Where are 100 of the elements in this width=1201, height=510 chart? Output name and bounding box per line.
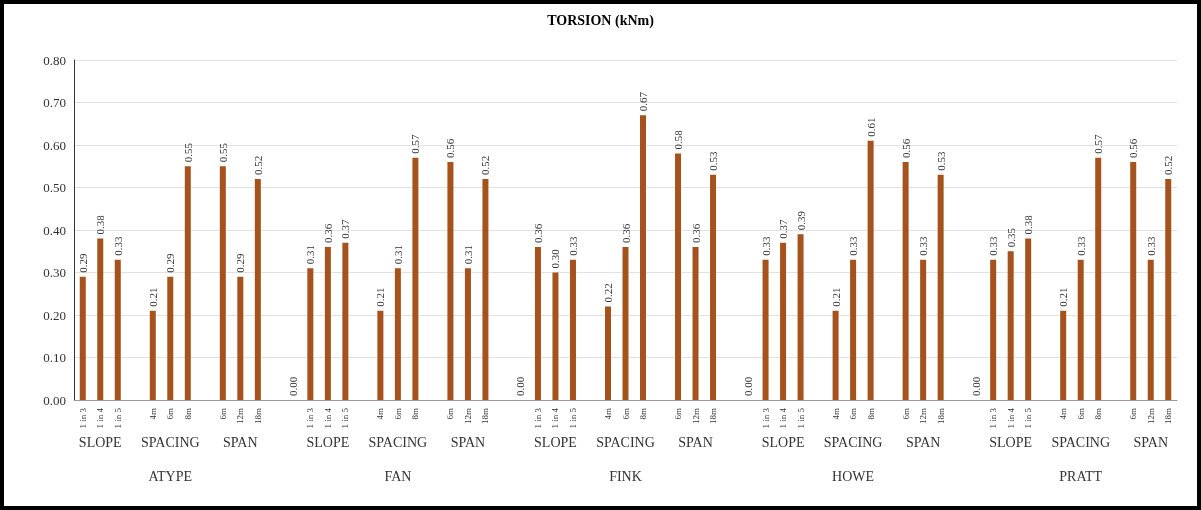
bar xyxy=(622,247,629,400)
data-label: 0.57 xyxy=(1092,134,1105,154)
x-tick-label: 12m xyxy=(918,408,929,425)
x-tick-label: 8m xyxy=(865,408,876,420)
x-tick-label: 18m xyxy=(1163,408,1174,425)
bar xyxy=(464,268,471,400)
data-label: 0.29 xyxy=(76,253,89,273)
text: SPACING xyxy=(596,434,655,450)
x-tick-label: 6m xyxy=(900,408,911,420)
x-tick-label: 1 in 3 xyxy=(532,407,543,429)
text: FAN xyxy=(384,468,412,484)
bar xyxy=(710,174,717,400)
y-tick-label: 0.60 xyxy=(43,137,66,153)
bar xyxy=(797,234,804,400)
y-tick-label: 0.30 xyxy=(43,265,66,280)
x-tick-label: 8m xyxy=(410,408,421,420)
bar xyxy=(219,166,226,400)
x-tick-label: 4m xyxy=(830,408,841,420)
x-tick-label: 12m xyxy=(1145,408,1156,425)
x-tick-label: 1 in 3 xyxy=(760,407,771,429)
data-label: 0.33 xyxy=(1074,236,1087,256)
data-label: 0.53 xyxy=(707,151,720,171)
data-label: 0.00 xyxy=(969,376,982,396)
x-tick-label: 18m xyxy=(708,408,719,425)
x-tick-label: 12m xyxy=(235,408,246,425)
bar xyxy=(692,247,699,400)
bar xyxy=(412,157,419,400)
data-label: 0.56 xyxy=(899,138,912,158)
x-tick-label: 1 in 4 xyxy=(1005,407,1016,429)
data-label: 0.52 xyxy=(1162,155,1175,175)
bar xyxy=(640,115,647,400)
x-tick-label: 1 in 5 xyxy=(567,407,578,429)
data-label: 0.21 xyxy=(146,287,159,307)
x-tick-label: 1 in 5 xyxy=(112,407,123,429)
data-label: 0.22 xyxy=(601,283,614,303)
bar xyxy=(342,242,349,400)
text: SPAN xyxy=(1133,434,1168,450)
y-tick-label: 0.10 xyxy=(43,350,66,365)
text: SLOPE xyxy=(78,434,122,450)
text: HOWE xyxy=(832,468,875,484)
data-label: 0.21 xyxy=(1057,287,1070,307)
data-label: 0.30 xyxy=(549,248,562,269)
y-tick-label: 0.00 xyxy=(43,392,66,408)
data-label: 0.39 xyxy=(794,210,807,231)
text: SPAN xyxy=(905,434,941,450)
bar xyxy=(534,247,541,400)
bar xyxy=(902,162,909,400)
y-tick-label: 0.20 xyxy=(43,307,66,323)
bar xyxy=(920,259,927,400)
data-label: 0.52 xyxy=(251,155,264,175)
bar xyxy=(114,259,121,400)
x-tick-label: 18m xyxy=(935,408,946,425)
bar xyxy=(1007,251,1014,400)
bar xyxy=(254,179,261,400)
x-tick-label: 8m xyxy=(638,408,649,420)
text: SLOPE xyxy=(306,434,350,450)
text: FINK xyxy=(609,468,642,484)
data-label: 0.36 xyxy=(321,223,334,243)
text: SLOPE xyxy=(534,434,577,450)
x-tick-label: 12m xyxy=(462,408,473,425)
data-label: 0.21 xyxy=(829,287,842,307)
x-tick-label: 4m xyxy=(147,408,158,420)
text: SPACING xyxy=(1051,434,1111,450)
text: SPACING xyxy=(140,434,200,450)
x-tick-label: 18m xyxy=(252,408,263,425)
x-tick-label: 4m xyxy=(602,408,613,420)
x-tick-label: 1 in 5 xyxy=(795,407,806,429)
bar xyxy=(482,179,489,400)
data-label: 0.52 xyxy=(479,155,492,175)
data-label: 0.38 xyxy=(94,214,107,235)
data-label: 0.00 xyxy=(514,376,527,396)
text: SPAN xyxy=(223,434,258,450)
text: SPAN xyxy=(678,434,713,450)
data-label: 0.00 xyxy=(286,376,299,396)
bar xyxy=(762,259,769,400)
bar xyxy=(237,276,244,400)
data-label: 0.37 xyxy=(777,219,790,239)
x-tick-label: 1 in 5 xyxy=(1023,407,1034,429)
bar xyxy=(1060,310,1067,400)
data-label: 0.31 xyxy=(304,245,317,265)
y-tick-label: 0.40 xyxy=(43,222,66,238)
data-label: 0.57 xyxy=(409,134,422,154)
data-label: 0.33 xyxy=(917,236,930,256)
data-label: 0.33 xyxy=(759,236,772,256)
x-tick-label: 1 in 4 xyxy=(550,407,561,429)
x-tick-label: 1 in 3 xyxy=(305,407,316,429)
x-tick-label: 6m xyxy=(1128,408,1139,420)
data-label: 0.67 xyxy=(637,91,650,112)
text: ATYPE xyxy=(148,468,193,484)
x-tick-label: 1 in 3 xyxy=(988,407,999,429)
x-tick-label: 12m xyxy=(690,408,701,425)
text: SPACING xyxy=(823,434,883,450)
data-label: 0.56 xyxy=(1127,138,1140,158)
data-label: 0.33 xyxy=(1144,236,1157,256)
data-label: 0.00 xyxy=(742,376,755,396)
bar xyxy=(832,310,839,400)
bar xyxy=(97,238,104,400)
bar xyxy=(1077,259,1084,400)
x-tick-label: 6m xyxy=(848,408,859,420)
bar xyxy=(394,268,401,400)
